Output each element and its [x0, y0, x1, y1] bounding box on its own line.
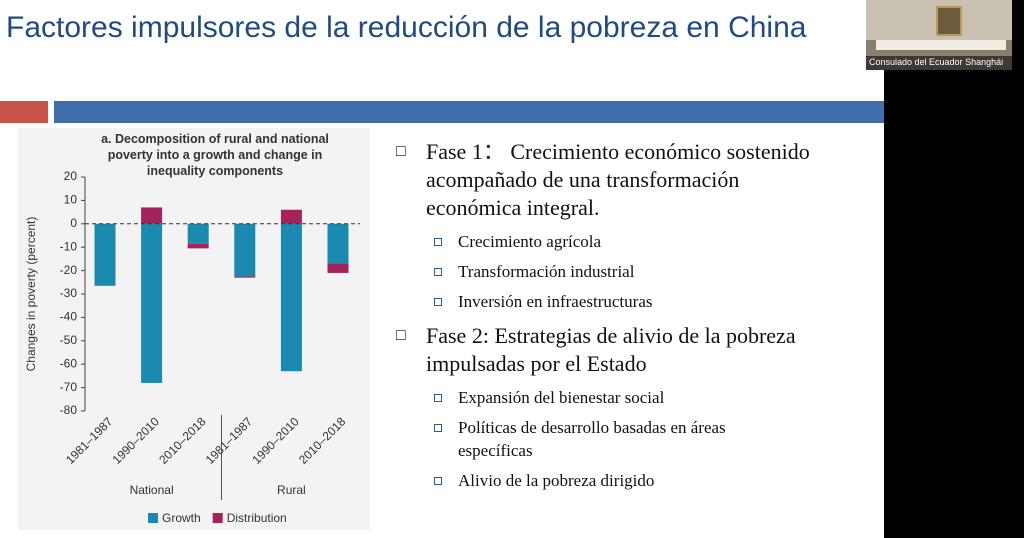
bullet: □ Fase 1： Crecimiento económico sostenido…	[396, 138, 818, 222]
bar	[94, 223, 116, 286]
bullet-text: Alivio de la pobreza dirigido	[458, 471, 655, 490]
y-tick-label: -40	[60, 310, 78, 324]
bullet-marker: □	[396, 327, 406, 344]
y-tick-label: 20	[64, 169, 78, 183]
bullet-marker	[434, 238, 442, 246]
y-tick-label: -70	[60, 380, 78, 394]
bullet-marker	[434, 268, 442, 276]
picture	[936, 6, 962, 36]
bar	[141, 223, 163, 383]
bar	[280, 223, 302, 372]
bullet-marker	[434, 298, 442, 306]
sub-bullet: Inversión en infraestructuras	[434, 290, 798, 313]
video-label: Consulado del Ecuador Shanghái	[869, 57, 1004, 67]
bullet-marker: □	[396, 143, 406, 160]
bar	[327, 223, 349, 264]
bullet-text: Fase 2: Estrategias de alivio de la pobr…	[426, 323, 796, 376]
bar	[327, 263, 349, 273]
bullet-text: Transformación industrial	[458, 262, 635, 281]
y-tick-label: -50	[60, 333, 78, 347]
bullet-text: Expansión del bienestar social	[458, 388, 665, 407]
bar	[141, 207, 163, 224]
y-tick-label: -10	[60, 239, 78, 253]
y-tick-label: -20	[60, 263, 78, 277]
accent-bar	[54, 101, 884, 123]
label-bg	[866, 56, 1012, 70]
accent-bar	[0, 101, 48, 123]
y-tick-label: -30	[60, 286, 78, 300]
y-tick-label: -60	[60, 356, 78, 370]
bar	[234, 223, 256, 277]
y-tick-label: 10	[64, 193, 78, 207]
sub-bullet: Crecimiento agrícola	[434, 230, 798, 253]
bullet-marker	[434, 424, 442, 432]
legend-label: Distribution	[227, 511, 287, 525]
bullet-text: Políticas de desarrollo basadas en áreas…	[458, 418, 726, 460]
table	[876, 40, 1006, 50]
group-label: Rural	[277, 483, 306, 497]
chart-title: a. Decomposition of rural and national p…	[101, 132, 329, 178]
slide-title: Factores impulsores de la reducción de l…	[6, 11, 807, 44]
bullet-marker	[434, 394, 442, 402]
video-thumbnail[interactable]: Consulado del Ecuador Shanghái	[866, 0, 1012, 70]
bar	[187, 223, 209, 244]
chart-background	[18, 128, 370, 530]
sub-bullet: Expansión del bienestar social	[434, 386, 798, 409]
sub-bullet: Alivio de la pobreza dirigido	[434, 469, 798, 492]
y-tick-label: 0	[70, 216, 77, 230]
sub-bullet: Políticas de desarrollo basadas en áreas…	[434, 416, 798, 462]
sub-bullet: Transformación industrial	[434, 260, 798, 283]
side-panel	[884, 0, 1024, 538]
bar	[280, 209, 302, 224]
bar	[234, 276, 256, 278]
legend-label: Growth	[162, 511, 201, 525]
bullet: □ Fase 2: Estrategias de alivio de la pob…	[396, 322, 818, 378]
bullet-marker	[434, 477, 442, 485]
bullet-text: Fase 1： Crecimiento económico sostenido …	[426, 139, 810, 220]
bar	[187, 243, 209, 249]
legend-swatch	[148, 513, 158, 523]
bullet-text: Crecimiento agrícola	[458, 232, 602, 251]
y-axis-label: Changes in poverty (percent)	[24, 217, 38, 372]
legend-swatch	[212, 513, 223, 523]
y-tick-label: -80	[60, 403, 78, 417]
group-label: National	[130, 483, 174, 497]
bullet-text: Inversión en infraestructuras	[458, 292, 653, 311]
chart: 20 10 0 -10 -20 -30 -40 -50 -60 -70 -80 Changes in …	[18, 128, 370, 530]
